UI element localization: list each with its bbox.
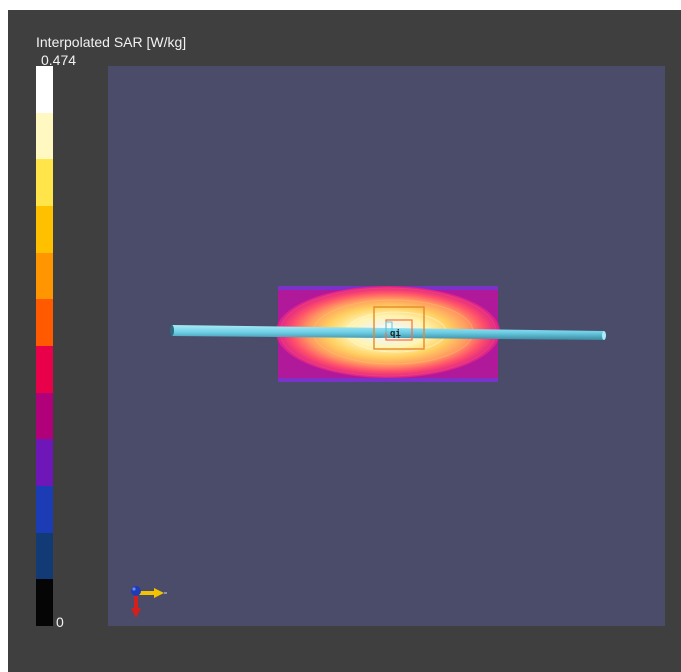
axes-orientation-icon <box>131 586 167 618</box>
colorbar-band-10 <box>36 532 53 580</box>
scene-overlay: qį <box>131 286 606 618</box>
colorbar-min-label: 0 <box>56 614 64 630</box>
colorbar-max-label: 0.474 <box>41 52 77 68</box>
colorbar-band-3 <box>36 206 53 253</box>
colorbar-band-5 <box>36 299 53 347</box>
colorbar-band-11 <box>36 579 53 627</box>
colorbar-band-6 <box>36 346 53 393</box>
colorbar <box>36 66 53 627</box>
feed-point-boxes[interactable] <box>373 306 425 350</box>
colorbar-band-8 <box>36 439 53 487</box>
colorbar-band-0 <box>36 66 53 113</box>
sar-viewer-window: Interpolated SAR [W/kg] 0.474 0 <box>8 10 681 672</box>
colorbar-band-1 <box>36 112 53 160</box>
colorbar-band-9 <box>36 486 53 533</box>
colorbar-band-2 <box>36 159 53 207</box>
colorbar-band-4 <box>36 252 53 300</box>
feed-port-label: qį <box>390 328 401 339</box>
colorbar-title: Interpolated SAR [W/kg] <box>36 34 187 50</box>
colorbar-band-7 <box>36 392 53 440</box>
